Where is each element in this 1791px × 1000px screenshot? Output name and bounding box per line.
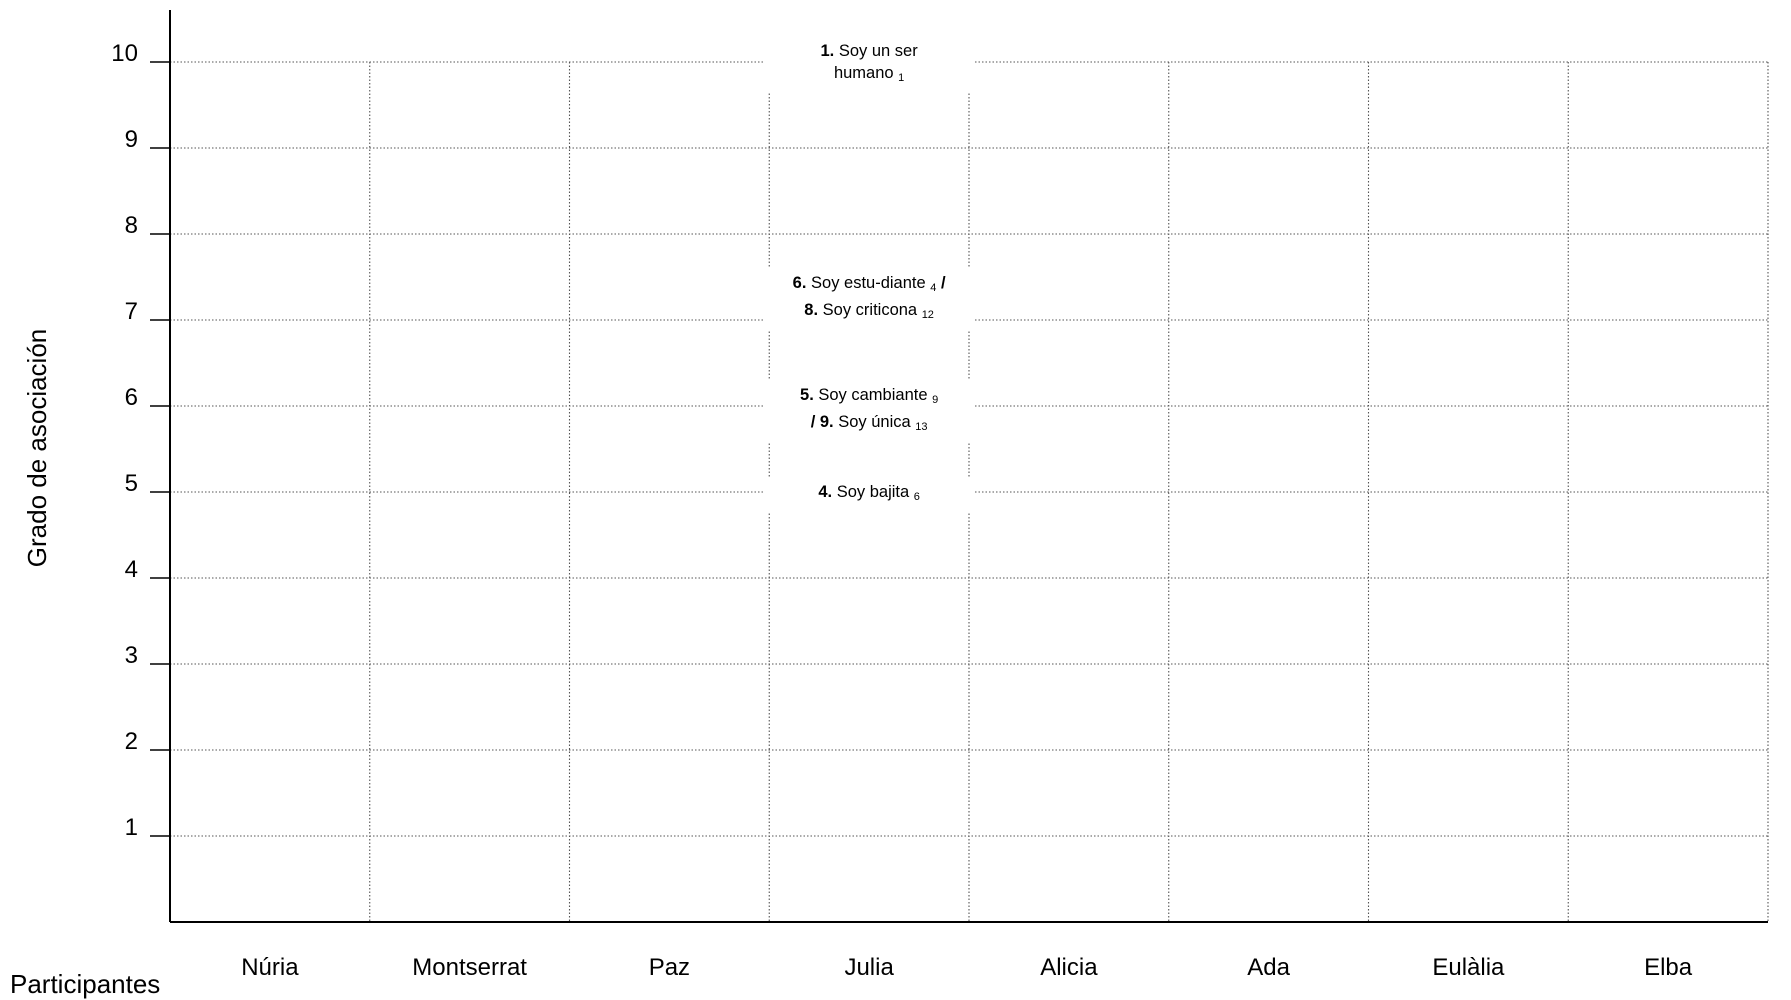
annotation-text: 9 (932, 394, 939, 406)
annotation-text: 6. (792, 274, 807, 293)
annotation-line: humano 1 (764, 62, 974, 89)
annotation-text: 1. (820, 42, 835, 60)
annotation-text: Soy cambiante (813, 386, 933, 404)
y-tick-label-1: 1 (125, 814, 138, 841)
annotation-line: 6. Soy estu-diante 4 / (764, 272, 974, 299)
y-tick-label-2: 2 (125, 728, 138, 755)
annotation-text: 13 (915, 421, 928, 433)
annotation-line: 8. Soy criticona 12 (764, 299, 974, 326)
annotation-line: 4. Soy bajita 6 (764, 481, 974, 508)
annotation-text: Soy bajita (832, 483, 914, 501)
y-ticks: 1 2 3 4 5 6 7 8 9 10 (111, 40, 138, 841)
annotation-line: / 9. Soy única 13 (764, 411, 974, 438)
y-tick-label-10: 10 (111, 40, 138, 67)
annotation-text: Soy estu-diante (806, 274, 931, 293)
y-tick-label-3: 3 (125, 642, 138, 669)
y-tick-label-6: 6 (125, 384, 138, 411)
annotation-label: 1. Soy un ser humano 1 (764, 36, 974, 93)
annotation-text: Soy criticona (818, 301, 922, 320)
x-category-label: Paz (649, 954, 690, 981)
axes (150, 10, 1768, 923)
annotation-text: humano (833, 64, 899, 82)
annotation-text: 12 (921, 309, 934, 322)
y-axis-title: Grado de asociación (22, 329, 52, 567)
annotation-text: / 9. (810, 413, 834, 431)
annotation-text: / (936, 274, 946, 293)
y-tick-label-8: 8 (125, 212, 138, 239)
annotation-text: Soy un ser (834, 42, 918, 60)
annotation-text: 5. (800, 386, 814, 404)
x-category-label: Julia (844, 954, 894, 981)
annotation-text: Soy única (833, 413, 916, 431)
x-categories: Núria Montserrat Paz Julia Alicia Ada Eulàlia E… (241, 954, 1693, 981)
annotation-label: 4. Soy bajita 6 (764, 477, 974, 512)
y-tick-label-7: 7 (125, 298, 138, 325)
annotation-line: 1. Soy un ser (764, 40, 974, 62)
annotation-text: 4. (818, 483, 833, 501)
x-axis-title: Participantes (10, 969, 160, 999)
x-category-label: Alicia (1040, 954, 1098, 981)
annotation-label: 5. Soy cambiante 9/ 9. Soy única 13 (764, 380, 974, 442)
annotation-line: 5. Soy cambiante 9 (764, 384, 974, 411)
annotation-text: 4 (930, 282, 937, 295)
x-category-label: Eulàlia (1432, 954, 1505, 981)
annotation-text: 6 (913, 491, 920, 503)
y-tick-label-5: 5 (125, 470, 138, 497)
y-tick-label-9: 9 (125, 126, 138, 153)
y-tick-label-4: 4 (125, 556, 138, 583)
x-category-label: Ada (1247, 954, 1290, 981)
annotation-text: 1 (898, 72, 905, 84)
x-category-label: Elba (1644, 954, 1693, 981)
x-category-label: Núria (241, 954, 299, 981)
annotation-label: 6. Soy estu-diante 4 /8. Soy criticona 1… (764, 268, 974, 331)
annotation-text: 8. (804, 301, 819, 320)
x-category-label: Montserrat (412, 954, 527, 981)
